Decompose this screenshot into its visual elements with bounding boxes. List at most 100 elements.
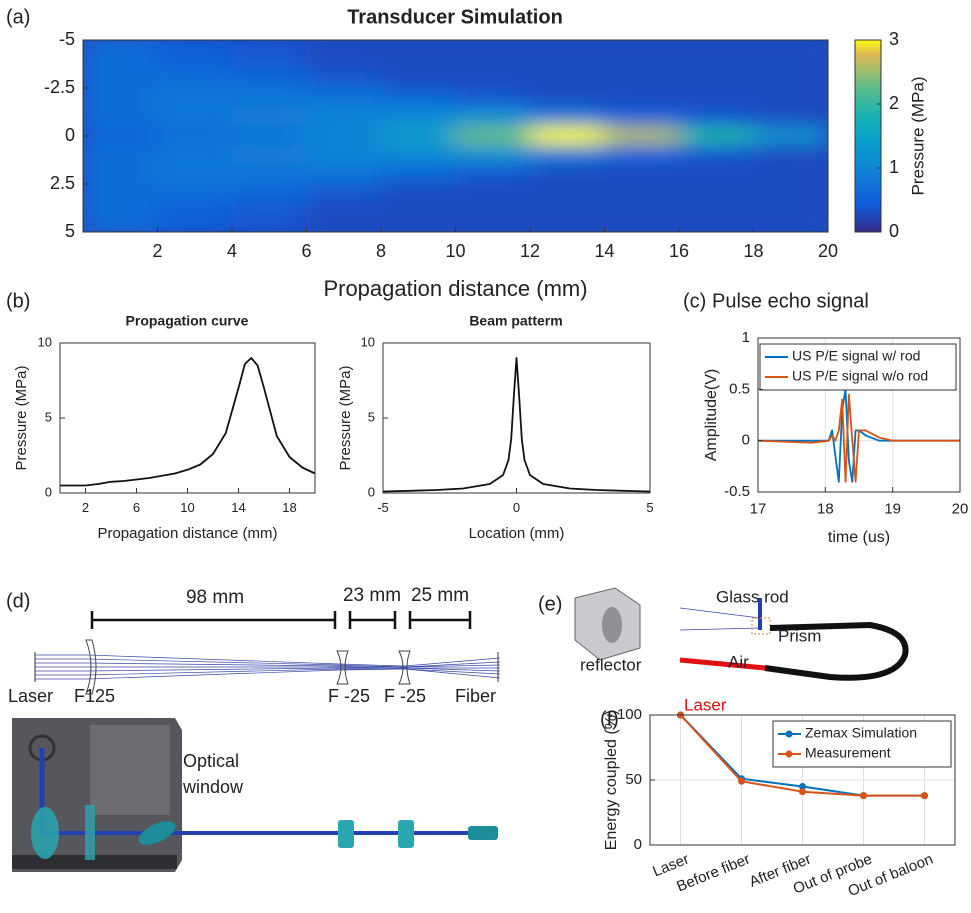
colorbar-swatch [855, 88, 881, 92]
series-line [60, 357, 316, 487]
heatmap-cell [306, 183, 382, 204]
lens [398, 650, 411, 685]
y-tick-label: 100 [617, 706, 642, 723]
y-tick-label: 0 [742, 432, 750, 449]
colorbar-swatch [855, 142, 881, 147]
x-tick-label: 14 [231, 500, 245, 515]
colorbar-swatch [855, 206, 881, 211]
colorbar-frame [854, 39, 882, 233]
panel-label: (d) [6, 590, 30, 612]
colorbar-swatch [855, 62, 881, 67]
colorbar-swatch [855, 56, 881, 60]
heatmap-cell [157, 68, 233, 89]
x-tick-label: 0 [513, 500, 520, 515]
colorbar-swatch [855, 110, 881, 115]
heatmap-cell [678, 164, 754, 185]
heatmap-cell [455, 183, 531, 204]
colorbar-swatch [855, 59, 881, 63]
colorbar-swatch [855, 43, 881, 47]
heatmap-cell [306, 145, 382, 166]
heatmap-cell [753, 87, 828, 108]
heatmap-cell [83, 87, 158, 108]
heatmap-cell [83, 145, 158, 166]
heatmap-cell [231, 183, 307, 204]
x-tick-label: 6 [133, 500, 140, 515]
series-line [382, 357, 651, 493]
heatmap-cell [678, 68, 754, 89]
heatmap-cell [529, 202, 605, 232]
y-tick-label: 10 [361, 334, 375, 349]
legend-box [759, 343, 957, 391]
heatmap-cell [678, 145, 754, 166]
dimension-lines [90, 611, 472, 629]
heatmap-cell [753, 145, 828, 166]
heatmap-cell [753, 202, 828, 232]
colorbar-swatch [855, 222, 881, 227]
heatmap-cell [455, 68, 531, 89]
heatmap-cell [380, 40, 456, 70]
heatmap-cell [604, 87, 680, 108]
y-tick-label: 5 [45, 409, 52, 424]
ray-bundle [35, 654, 501, 680]
heatmap-cell [678, 202, 754, 232]
y-tick-label: 0.5 [729, 380, 750, 397]
colorbar-swatch [855, 190, 881, 195]
heatmap-cell [83, 40, 158, 70]
colorbar-swatch [855, 136, 881, 140]
heatmap-cell [157, 183, 233, 204]
heatmap-cell [380, 145, 456, 166]
lens [85, 639, 97, 695]
x-tick-label: 18 [282, 500, 296, 515]
heatmap-cell [678, 40, 754, 70]
colorbar-swatch [855, 145, 881, 150]
heatmap-cell [231, 202, 307, 232]
x-tick-label: 4 [227, 241, 237, 261]
colorbar-swatch [855, 132, 881, 137]
y-tick-label: 5 [368, 409, 375, 424]
colorbar-swatch [855, 161, 881, 166]
colorbar-swatch [855, 97, 881, 102]
heatmap-cell [231, 145, 307, 166]
axes-frame [757, 337, 961, 493]
x-tick-label: 2 [152, 241, 162, 261]
x-tick-label: 12 [520, 241, 540, 261]
heatmap-cell [306, 164, 382, 185]
panel-label: (c) [683, 290, 706, 312]
heatmap-cell [529, 40, 605, 70]
x-tick-label: 16 [669, 241, 689, 261]
probe-diagram: Glass rod Prism Air reflector Laser [574, 587, 909, 714]
heatmap-cell [380, 106, 456, 127]
heatmap-cell [604, 183, 680, 204]
component-label: Prism [778, 626, 821, 645]
legend-marker [785, 730, 793, 738]
heatmap-cell [529, 68, 605, 89]
colorbar-swatch [855, 75, 881, 79]
x-tick-label: 20 [818, 241, 838, 261]
colorbar-tick-label: 0 [889, 221, 899, 241]
chart-title: Transducer Simulation [347, 6, 563, 28]
colorbar-swatch [855, 52, 881, 57]
colorbar-swatch [855, 107, 881, 111]
colorbar-swatch [855, 216, 881, 220]
colorbar-tick-label: 3 [889, 29, 899, 49]
heatmap-cell [529, 125, 605, 147]
component-label: reflector [580, 655, 642, 674]
optical-diagram: 98 mm 23 mm 25 mm Laser F125 F -25 F -25… [8, 585, 501, 872]
heatmap-cell [231, 87, 307, 108]
heatmap-cell [306, 106, 382, 127]
dimension-label: 98 mm [186, 587, 244, 608]
panel-label: (a) [6, 6, 30, 28]
legend-label: US P/E signal w/ rod [792, 348, 920, 364]
heatmap-cell [604, 68, 680, 89]
heatmap-cell [604, 202, 680, 232]
legend-label: Zemax Simulation [805, 725, 917, 741]
chart-title: Beam patterm [469, 313, 562, 329]
x-tick-label: -5 [377, 500, 389, 515]
colorbar-swatch [855, 46, 881, 51]
colorbar-swatch [855, 174, 881, 179]
marker [860, 792, 867, 800]
legend-box [772, 720, 952, 768]
heatmap [83, 40, 828, 232]
colorbar-tick-label: 2 [889, 93, 899, 113]
